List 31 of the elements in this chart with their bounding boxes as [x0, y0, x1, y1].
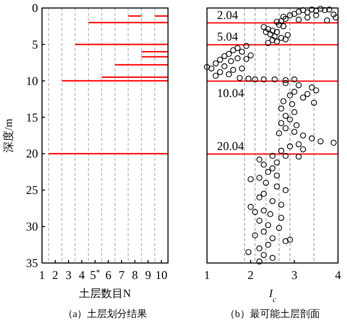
ref-line-label: 5.04	[217, 30, 238, 44]
ref-line-label: 10.04	[217, 86, 244, 100]
x-tick-label: 10	[155, 268, 168, 282]
x-tick-label: 7	[118, 268, 125, 282]
x-tick-label: 4	[78, 268, 85, 282]
x-tick-label: 4	[335, 268, 341, 282]
x-tick-label: 6	[105, 268, 112, 282]
x-tick-label: 8	[132, 268, 138, 282]
x-axis-title: 土层数目N	[79, 287, 132, 300]
x-tick-label: 1	[204, 268, 210, 282]
x-axis-title: I$_{c}$	[268, 288, 277, 304]
y-tick-label: 0	[32, 1, 38, 15]
y-tick-label: 30	[26, 220, 38, 234]
x-tick-label: 5$^{*}$	[90, 268, 100, 282]
y-tick-label: 25	[26, 183, 38, 198]
y-axis-title: 深度/m	[2, 118, 15, 152]
y-tick-label: 35	[26, 256, 38, 270]
x-tick-label: 1	[39, 268, 45, 282]
y-tick-label: 10	[26, 74, 38, 88]
text: （b）最可能土层剖面	[225, 308, 320, 320]
y-tick-label: 5	[32, 37, 38, 52]
x-tick-label: 3	[291, 268, 298, 282]
x-tick-label: 3	[66, 268, 72, 282]
y-tick-label: 15	[26, 110, 38, 124]
ref-line-label: 20.04	[217, 139, 244, 154]
ref-line-label: 2.04	[217, 8, 238, 22]
text: （a）土层划分结果	[62, 308, 148, 320]
x-tick-label: 2	[248, 268, 254, 282]
x-tick-label: 2	[52, 268, 58, 282]
y-tick-label: 20	[26, 146, 38, 161]
x-tick-label: 9	[145, 268, 152, 282]
